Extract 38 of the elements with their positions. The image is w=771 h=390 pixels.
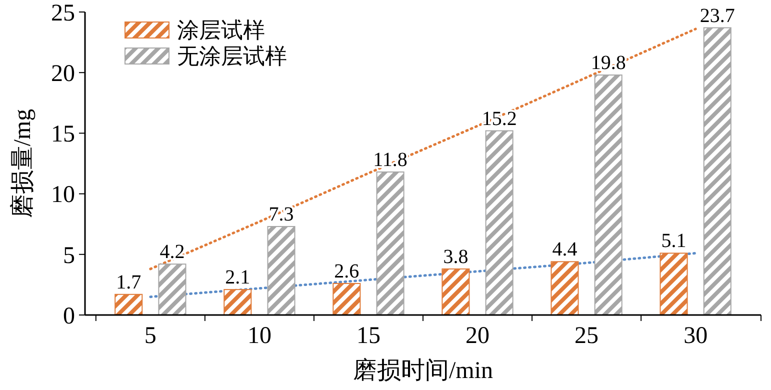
bar bbox=[703, 27, 732, 316]
y-tick-label: 20 bbox=[51, 61, 75, 87]
data-label: 4.2 bbox=[160, 241, 185, 264]
y-tick-label: 5 bbox=[63, 242, 75, 269]
bar bbox=[660, 252, 688, 316]
x-tick-label: 10 bbox=[247, 323, 272, 349]
data-label: 19.8 bbox=[590, 52, 626, 74]
y-tick-label: 15 bbox=[51, 122, 75, 148]
bar bbox=[376, 171, 404, 316]
x-tick-label: 30 bbox=[684, 323, 708, 349]
data-label: 7.3 bbox=[268, 204, 294, 226]
legend-label: 涂层试样 bbox=[177, 18, 265, 43]
data-label: 23.7 bbox=[700, 4, 735, 27]
bar bbox=[442, 268, 470, 316]
y-tick-label: 25 bbox=[51, 0, 75, 26]
data-label: 5.1 bbox=[661, 230, 686, 252]
bar bbox=[594, 74, 622, 316]
bar bbox=[224, 289, 252, 316]
data-label: 4.4 bbox=[552, 238, 578, 261]
data-label: 3.8 bbox=[443, 246, 468, 268]
y-tick-label: 10 bbox=[51, 182, 75, 208]
y-tick-label: 0 bbox=[63, 303, 75, 330]
x-axis-title: 磨损时间/min bbox=[352, 357, 494, 384]
data-label: 2.6 bbox=[334, 260, 360, 282]
bar bbox=[158, 264, 186, 316]
bar bbox=[485, 130, 514, 316]
bar bbox=[550, 261, 579, 316]
legend-label: 无涂层试样 bbox=[177, 44, 287, 69]
bar bbox=[267, 226, 296, 316]
y-axis-title: 磨损量/mg bbox=[9, 108, 36, 218]
x-tick-label: 20 bbox=[466, 323, 490, 349]
bar bbox=[332, 282, 361, 316]
bar bbox=[114, 294, 143, 316]
data-label: 1.7 bbox=[116, 271, 142, 294]
x-tick-label: 15 bbox=[356, 323, 380, 349]
x-tick-label: 5 bbox=[144, 323, 156, 349]
x-tick-label: 25 bbox=[574, 323, 599, 349]
data-label: 2.1 bbox=[225, 266, 250, 289]
